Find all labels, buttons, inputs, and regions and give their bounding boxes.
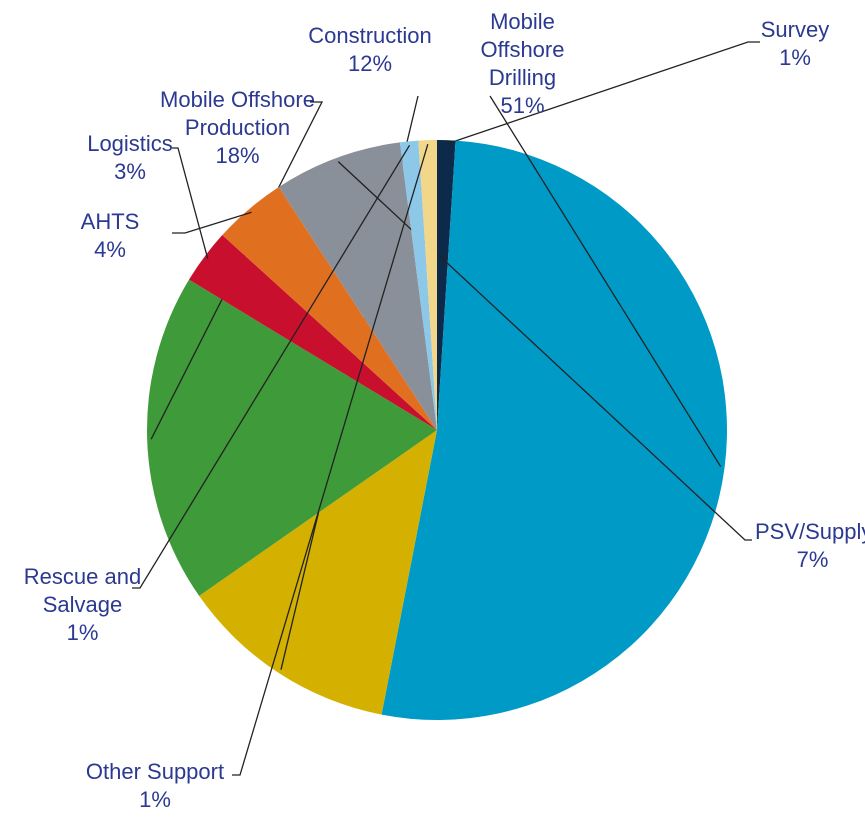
- percent-label: 18%: [215, 143, 260, 168]
- slice-label: Mobile Offshore Production 18%: [155, 86, 320, 170]
- category-name: AHTS: [80, 209, 140, 234]
- pie-slice: [278, 142, 437, 430]
- slice-label: Construction 12%: [295, 22, 445, 78]
- pie-slice: [399, 140, 437, 431]
- pie-slice: [381, 140, 727, 720]
- slice-label: PSV/Supply 7%: [755, 518, 865, 574]
- category-name: Mobile Offshore Drilling: [480, 9, 565, 90]
- slice-label: AHTS 4%: [40, 208, 180, 264]
- percent-label: 4%: [94, 237, 126, 262]
- leader-line: [150, 101, 324, 440]
- percent-label: 7%: [796, 547, 829, 572]
- pie-slice: [418, 140, 437, 430]
- category-name: PSV/Supply: [755, 519, 865, 544]
- leader-line: [489, 95, 722, 467]
- leader-line: [172, 211, 252, 234]
- category-name: Mobile Offshore Production: [160, 87, 315, 140]
- category-name: Rescue and Salvage: [23, 564, 142, 617]
- category-name: Construction: [308, 23, 432, 48]
- percent-label: 1%: [66, 620, 99, 645]
- category-name: Other Support: [85, 759, 225, 784]
- percent-label: 1%: [779, 45, 811, 70]
- leader-line: [232, 143, 429, 776]
- pie-slice: [437, 140, 456, 430]
- leader-line: [132, 144, 411, 589]
- pie-slice: [189, 235, 437, 430]
- leader-line: [337, 161, 752, 541]
- percent-label: 3%: [114, 159, 146, 184]
- leader-line: [445, 41, 760, 145]
- pie-slice: [147, 279, 438, 596]
- slice-label: Logistics 3%: [85, 130, 175, 186]
- slice-label: Other Support 1%: [65, 758, 245, 814]
- percent-label: 1%: [139, 787, 171, 812]
- leader-line: [172, 147, 209, 260]
- slice-label: Survey 1%: [750, 16, 840, 72]
- pie-slice: [199, 430, 437, 715]
- percent-label: 51%: [500, 93, 545, 118]
- percent-label: 12%: [347, 51, 393, 76]
- pie-slice: [222, 186, 437, 430]
- slice-label: Mobile Offshore Drilling 51%: [470, 8, 575, 120]
- slice-label: Rescue and Salvage 1%: [5, 563, 160, 647]
- category-name: Logistics: [87, 131, 173, 156]
- category-name: Survey: [760, 17, 830, 42]
